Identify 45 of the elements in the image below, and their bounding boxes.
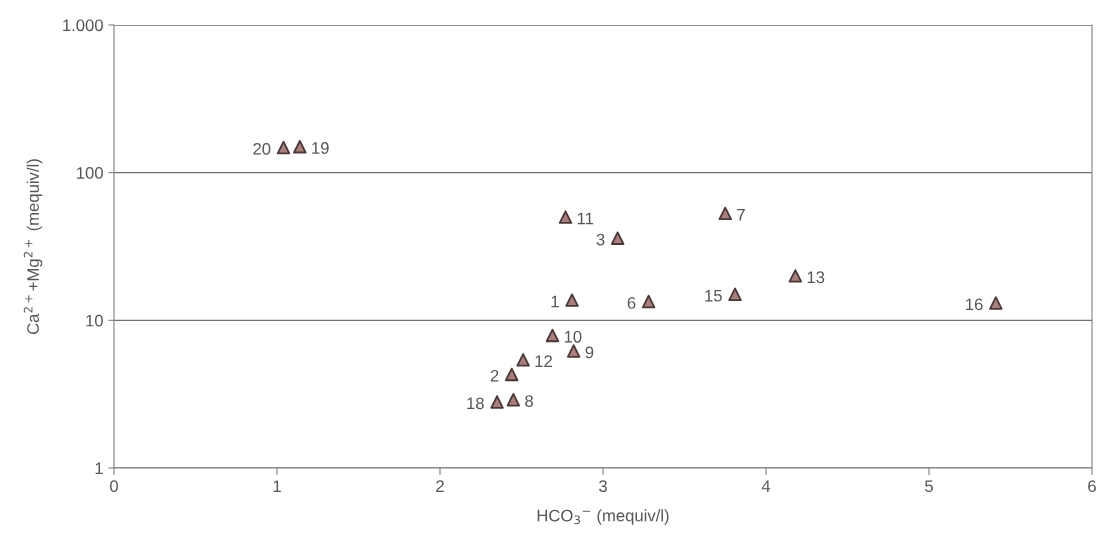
x-tick-label: 6 <box>1088 480 1096 493</box>
annotation: 7 <box>737 209 745 221</box>
point <box>505 367 519 382</box>
point <box>728 287 742 302</box>
x-tick-label: 0 <box>110 480 118 493</box>
annotation: 19 <box>312 142 329 154</box>
x-tick-label: 4 <box>761 480 771 492</box>
annotation: 9 <box>585 346 594 359</box>
point <box>293 139 307 154</box>
point <box>566 344 581 358</box>
y-tick-label: 100 <box>77 167 103 179</box>
x-axis-title: HCO$_{3}$$^{−}$ (mequiv/l) <box>537 509 669 525</box>
x-tick-label: 5 <box>925 480 933 493</box>
annotation: 10 <box>564 330 582 343</box>
point <box>989 296 1003 310</box>
point <box>516 353 530 367</box>
annotation: 6 <box>627 297 636 309</box>
annotation: 20 <box>253 142 271 155</box>
point <box>506 393 521 407</box>
point <box>276 140 291 155</box>
point <box>788 269 803 283</box>
annotation: 3 <box>596 233 605 246</box>
y-tick-label: 1 <box>95 462 103 475</box>
annotation: 16 <box>966 298 983 311</box>
annotation: 2 <box>490 369 499 382</box>
y-tick-label: 1.000 <box>63 19 103 32</box>
point <box>565 293 579 307</box>
annotation: 15 <box>705 289 722 302</box>
point <box>490 395 504 409</box>
y-tick-label: 10 <box>86 314 103 327</box>
annotation: 11 <box>577 212 594 225</box>
annotation: 13 <box>807 271 825 284</box>
annotation: 8 <box>525 395 534 407</box>
point <box>558 210 573 224</box>
annotation: 1 <box>551 295 559 308</box>
point <box>545 328 560 343</box>
annotation: 18 <box>467 397 484 410</box>
point <box>610 231 625 245</box>
x-tick-label: 3 <box>599 480 607 493</box>
point <box>641 294 656 309</box>
annotation: 12 <box>535 355 552 367</box>
x-tick-label: 1 <box>273 480 281 492</box>
x-tick-label: 2 <box>436 480 444 492</box>
point <box>718 206 732 221</box>
y-axis-title: Ca$^{2+}$+Mg$^{2+}$ (mequiv/l) <box>23 159 43 335</box>
